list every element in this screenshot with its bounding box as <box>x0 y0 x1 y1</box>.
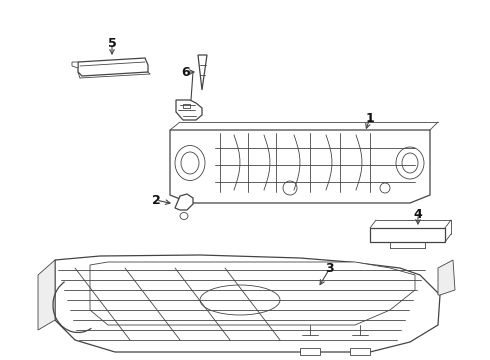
Text: 3: 3 <box>326 261 334 275</box>
Text: 5: 5 <box>108 36 117 50</box>
Text: 1: 1 <box>366 112 374 125</box>
Polygon shape <box>438 260 455 295</box>
Polygon shape <box>170 130 430 203</box>
Polygon shape <box>350 348 370 355</box>
Polygon shape <box>55 255 440 352</box>
Polygon shape <box>72 62 78 68</box>
Polygon shape <box>198 55 207 90</box>
Circle shape <box>380 183 390 193</box>
Polygon shape <box>300 348 320 355</box>
Polygon shape <box>370 228 445 242</box>
Polygon shape <box>183 104 190 108</box>
Ellipse shape <box>175 145 205 180</box>
Polygon shape <box>176 100 202 120</box>
Polygon shape <box>175 194 193 210</box>
Text: 4: 4 <box>414 207 422 220</box>
Text: 2: 2 <box>151 194 160 207</box>
Ellipse shape <box>200 285 280 315</box>
Ellipse shape <box>402 153 418 173</box>
Circle shape <box>283 181 297 195</box>
Ellipse shape <box>180 212 188 220</box>
Polygon shape <box>38 260 55 330</box>
Ellipse shape <box>181 152 199 174</box>
Polygon shape <box>78 58 148 76</box>
Ellipse shape <box>396 147 424 179</box>
Text: 6: 6 <box>182 66 190 78</box>
Polygon shape <box>90 262 415 325</box>
